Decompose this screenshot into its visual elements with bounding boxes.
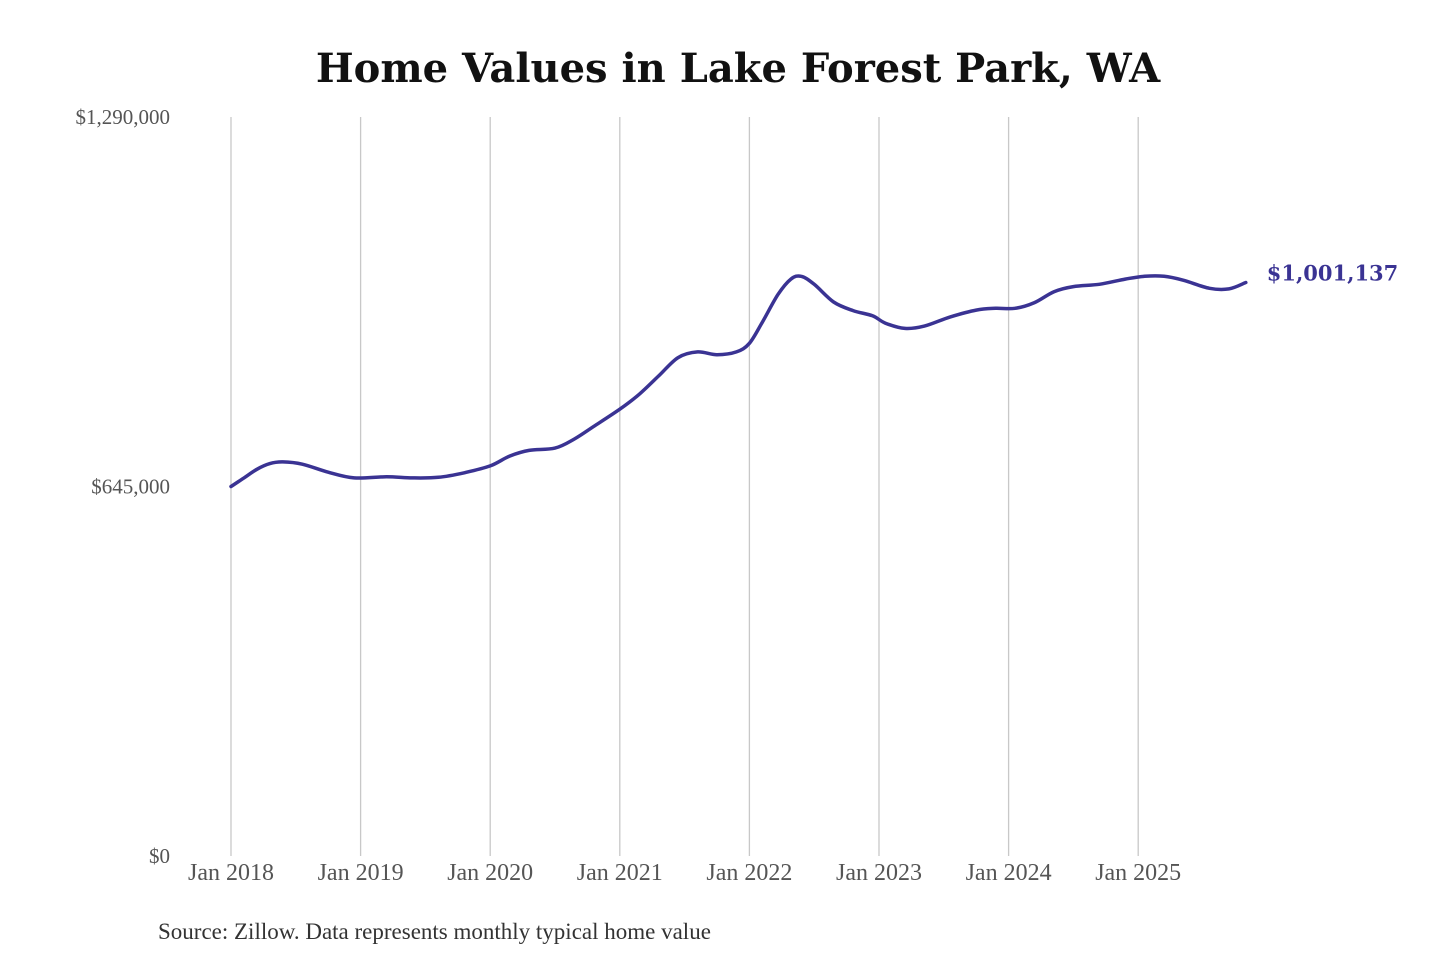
series-end-label: $1,001,137 bbox=[1267, 260, 1399, 285]
x-tick-label: Jan 2019 bbox=[318, 860, 404, 886]
x-tick-label: Jan 2024 bbox=[966, 860, 1052, 886]
y-tick-label: $0 bbox=[149, 844, 170, 868]
series-layer: $1,001,137 bbox=[229, 260, 1399, 489]
x-tick-label: Jan 2022 bbox=[706, 860, 792, 886]
y-tick-label: $645,000 bbox=[91, 475, 170, 499]
x-axis-ticks: Jan 2018 Jan 2019 Jan 2020 Jan 2021 Jan 2022… bbox=[188, 860, 1181, 886]
gridlines bbox=[230, 117, 1139, 856]
source-note: Source: Zillow. Data represents monthly … bbox=[158, 919, 711, 944]
x-tick-label: Jan 2025 bbox=[1095, 860, 1181, 886]
chart-title: Home Values in Lake Forest Park, WA bbox=[316, 45, 1161, 92]
y-tick-label: $1,290,000 bbox=[76, 105, 171, 129]
x-tick-label: Jan 2023 bbox=[836, 860, 922, 886]
x-tick-label: Jan 2018 bbox=[188, 860, 274, 886]
x-tick-label: Jan 2021 bbox=[577, 860, 663, 886]
y-axis-ticks: $0 $645,000 $1,290,000 bbox=[76, 105, 171, 868]
x-tick-label: Jan 2020 bbox=[447, 860, 533, 886]
series-line-0 bbox=[229, 274, 1248, 489]
